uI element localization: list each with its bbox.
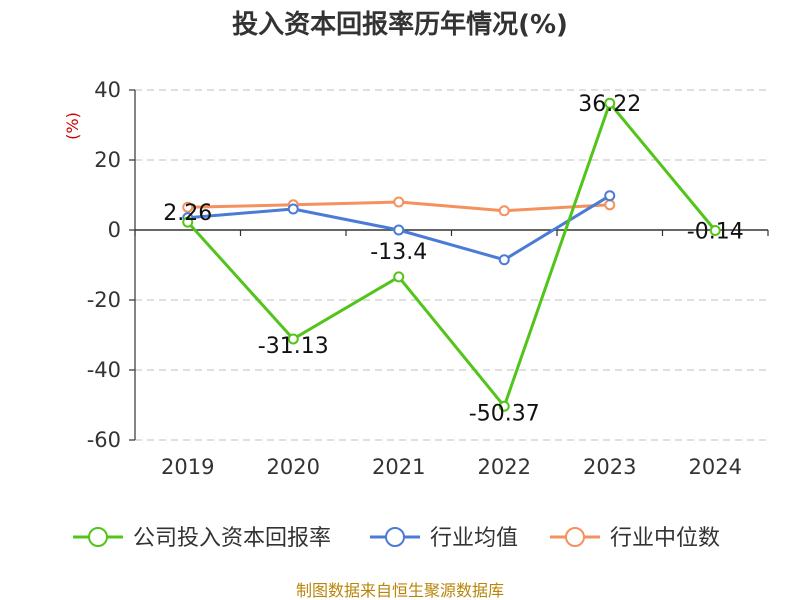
legend-label: 行业中位数 — [610, 526, 720, 551]
data-point[interactable] — [498, 205, 510, 217]
x-tick-label: 2024 — [689, 455, 742, 479]
data-label: 2.26 — [163, 201, 212, 226]
y-tick-label: -60 — [87, 428, 121, 452]
data-point[interactable] — [393, 224, 405, 236]
data-point[interactable] — [604, 97, 616, 109]
legend-item[interactable]: 行业中位数 — [550, 526, 720, 551]
series — [182, 97, 721, 412]
data-point[interactable] — [393, 196, 405, 208]
data-point[interactable] — [604, 199, 616, 211]
series-line — [186, 101, 717, 408]
x-tick-label: 2022 — [478, 455, 531, 479]
legend-swatch-marker — [88, 527, 108, 547]
data-label: -31.13 — [258, 334, 329, 359]
data-label: -13.4 — [370, 240, 427, 265]
source-note: 制图数据来自恒生聚源数据库 — [296, 581, 504, 600]
data-point[interactable] — [287, 333, 299, 345]
grid — [135, 89, 768, 441]
legend-swatch-marker — [385, 527, 405, 547]
data-label: -50.37 — [469, 401, 540, 426]
legend-label: 公司投入资本回报率 — [133, 526, 331, 551]
data-point[interactable] — [498, 400, 510, 412]
legend-item[interactable]: 行业均值 — [370, 526, 518, 551]
data-label: -0.14 — [687, 219, 744, 244]
x-tick-label: 2023 — [583, 455, 636, 479]
y-tick-label: -40 — [87, 358, 121, 382]
y-axis-label: (%) — [63, 112, 82, 140]
x-tick-label: 2020 — [267, 455, 320, 479]
x-tick-label: 2019 — [161, 455, 214, 479]
data-point[interactable] — [182, 216, 194, 228]
y-tick-label: 20 — [94, 148, 121, 172]
y-tick-label: 40 — [94, 78, 121, 102]
data-point[interactable] — [604, 190, 616, 202]
data-point[interactable] — [709, 224, 721, 236]
data-point[interactable] — [182, 201, 194, 213]
chart-title: 投入资本回报率历年情况(%) — [232, 9, 568, 40]
data-point[interactable] — [287, 203, 299, 215]
y-tick-label: -20 — [87, 288, 121, 312]
data-point[interactable] — [498, 254, 510, 266]
data-point[interactable] — [393, 271, 405, 283]
legend-item[interactable]: 公司投入资本回报率 — [73, 526, 331, 551]
axes: 40 20 0 -20 -40 -60 2019 2020 2021 2022 2023 2024 — [87, 78, 769, 479]
y-tick-label: 0 — [108, 218, 121, 242]
legend[interactable]: 公司投入资本回报率 行业均值 行业中位数 — [73, 526, 720, 551]
data-labels: 2.26 -31.13 -13.4 -50.37 36.22 -0.14 — [163, 92, 743, 426]
x-tick-label: 2021 — [372, 455, 425, 479]
legend-label: 行业均值 — [430, 526, 518, 551]
legend-swatch-marker — [565, 527, 585, 547]
data-label: 36.22 — [578, 92, 641, 117]
